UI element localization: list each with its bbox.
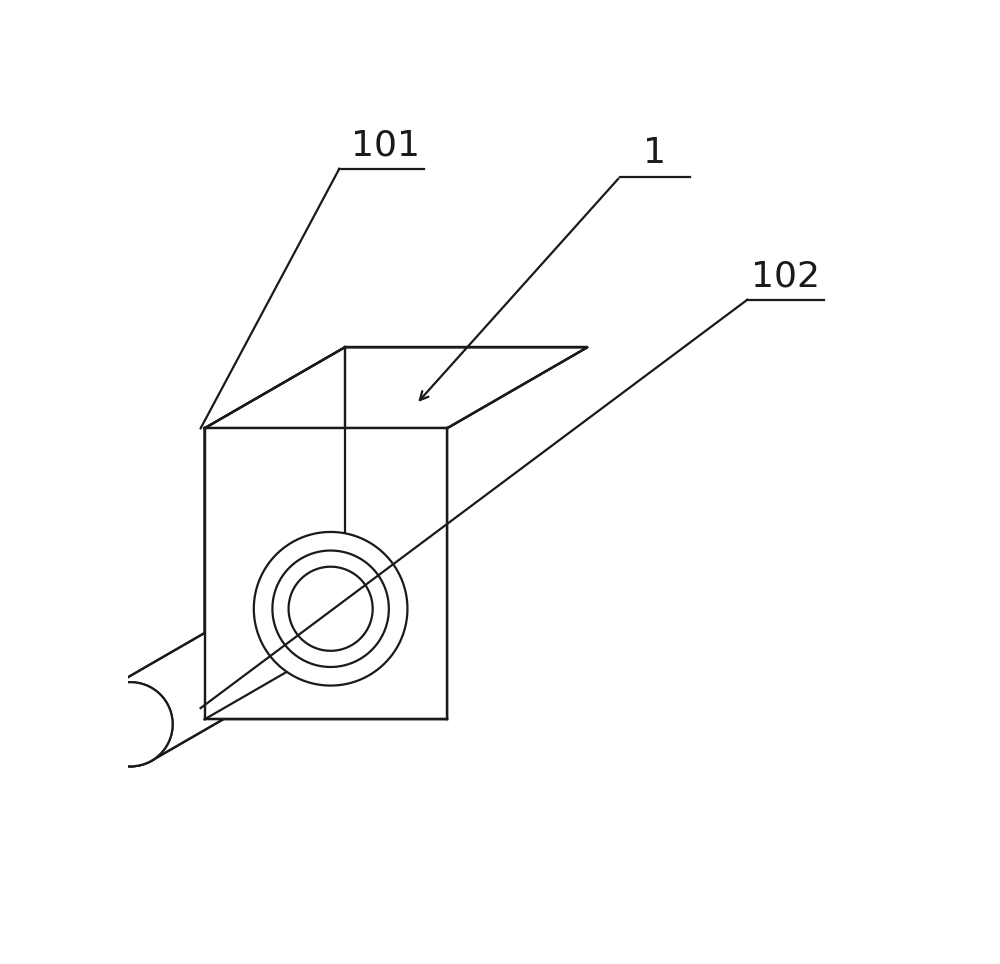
Text: 1: 1 [643,137,666,171]
Polygon shape [89,683,173,766]
Polygon shape [289,567,373,651]
Polygon shape [205,347,345,719]
Polygon shape [272,550,389,667]
Polygon shape [109,573,352,761]
Text: 102: 102 [751,259,820,294]
Polygon shape [205,428,447,719]
Text: 101: 101 [351,129,420,163]
Polygon shape [205,347,587,428]
Polygon shape [254,532,407,685]
Polygon shape [272,550,389,667]
Polygon shape [109,573,352,761]
Polygon shape [89,683,173,766]
Polygon shape [289,567,373,651]
Polygon shape [89,683,173,766]
Polygon shape [89,683,173,766]
Polygon shape [205,428,447,719]
Polygon shape [254,532,407,685]
